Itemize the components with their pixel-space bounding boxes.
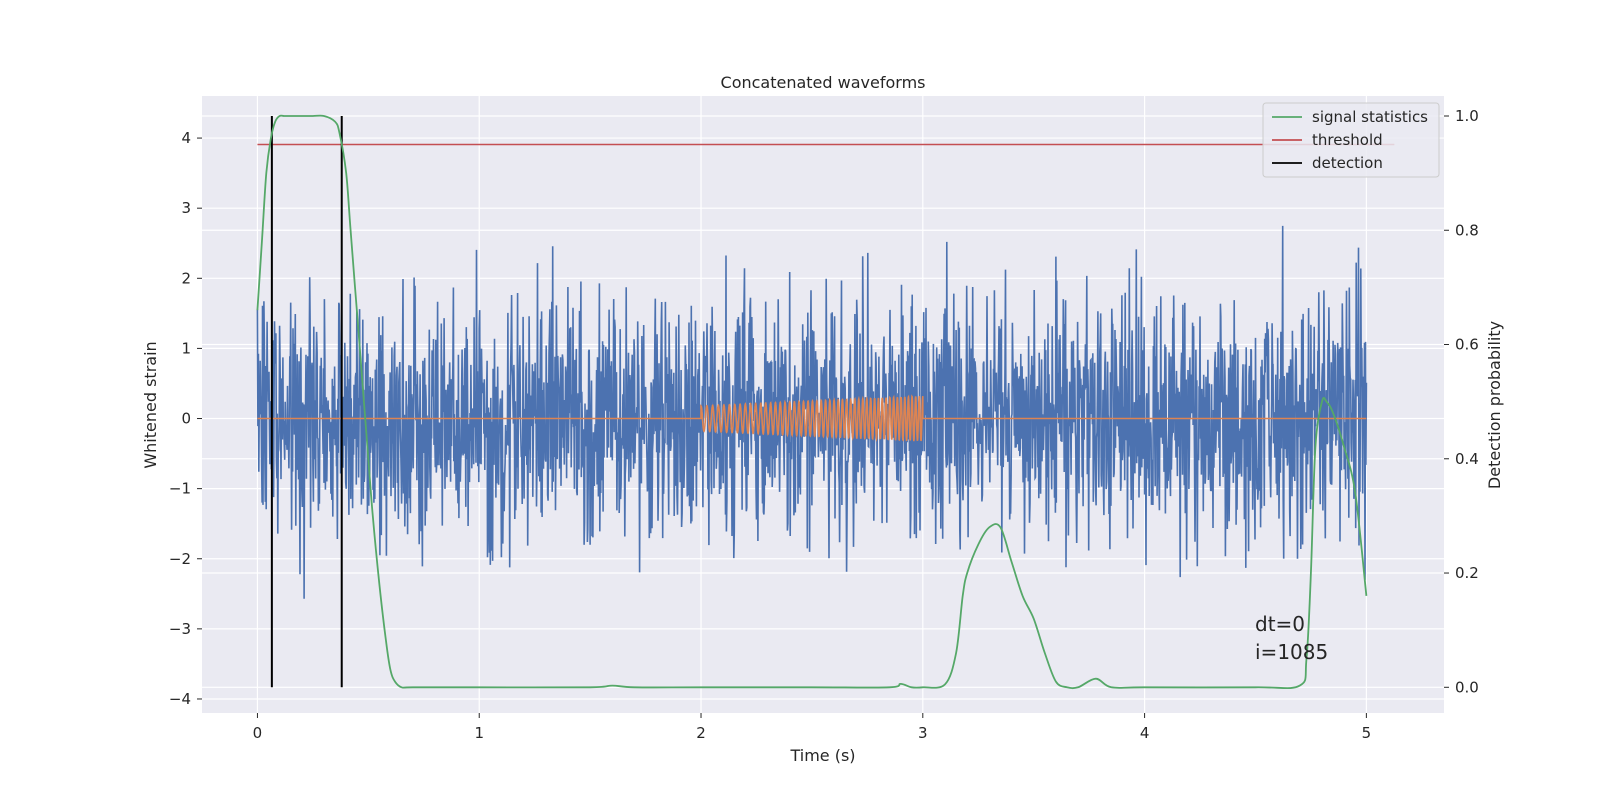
y-ticks-left: −4 −3 −2 −1 0 1 2 3 4 bbox=[169, 129, 202, 708]
y-tick-label-1: −3 bbox=[169, 620, 191, 638]
y-tick-label-3: −1 bbox=[169, 480, 191, 498]
series-line-whitened-strain bbox=[256, 225, 1368, 599]
y-axis-label: Whitened strain bbox=[141, 341, 160, 468]
y-right-tick-label-2: 0.4 bbox=[1455, 450, 1479, 468]
y-tick-label-0: −4 bbox=[169, 690, 191, 708]
x-tick-label-1: 1 bbox=[474, 724, 484, 742]
x-tick-label-4: 4 bbox=[1140, 724, 1150, 742]
y-right-tick-label-0: 0.0 bbox=[1455, 678, 1479, 696]
x-tick-label-2: 2 bbox=[696, 724, 706, 742]
annotation-i: i=1085 bbox=[1255, 640, 1328, 664]
x-tick-label-0: 0 bbox=[253, 724, 263, 742]
y-tick-label-6: 2 bbox=[181, 269, 191, 287]
y-tick-label-5: 1 bbox=[181, 339, 191, 357]
y-tick-label-4: 0 bbox=[181, 410, 191, 428]
x-ticks: 0 1 2 3 4 5 bbox=[253, 713, 1371, 742]
y-axis-label-right: Detection probability bbox=[1485, 321, 1504, 489]
series-line-injected-waveform bbox=[257, 394, 1367, 443]
legend-label-signal-statistics: signal statistics bbox=[1312, 108, 1428, 126]
series-layer bbox=[256, 114, 1395, 690]
legend-label-detection: detection bbox=[1312, 154, 1383, 172]
annotations: dt=0 i=1085 bbox=[1255, 612, 1328, 664]
chart-title: Concatenated waveforms bbox=[721, 73, 926, 92]
y-ticks-right: 0.0 0.2 0.4 0.6 0.8 1.0 bbox=[1444, 107, 1479, 696]
y-tick-label-2: −2 bbox=[169, 550, 191, 568]
annotation-dt: dt=0 bbox=[1255, 612, 1305, 636]
legend-box bbox=[1262, 102, 1440, 178]
x-axis-label: Time (s) bbox=[789, 746, 855, 765]
y-right-tick-label-3: 0.6 bbox=[1455, 336, 1479, 354]
y-right-tick-label-5: 1.0 bbox=[1455, 107, 1479, 125]
y-tick-label-7: 3 bbox=[181, 199, 191, 217]
legend-label-threshold: threshold bbox=[1312, 131, 1383, 149]
y-right-tick-label-1: 0.2 bbox=[1455, 564, 1479, 582]
series-line-signal-statistics bbox=[256, 114, 1368, 690]
x-tick-label-5: 5 bbox=[1362, 724, 1372, 742]
legend: signal statistics threshold detection bbox=[1262, 102, 1440, 178]
y-right-tick-label-4: 0.8 bbox=[1455, 221, 1479, 239]
y-tick-label-8: 4 bbox=[181, 129, 191, 147]
x-tick-label-3: 3 bbox=[918, 724, 928, 742]
